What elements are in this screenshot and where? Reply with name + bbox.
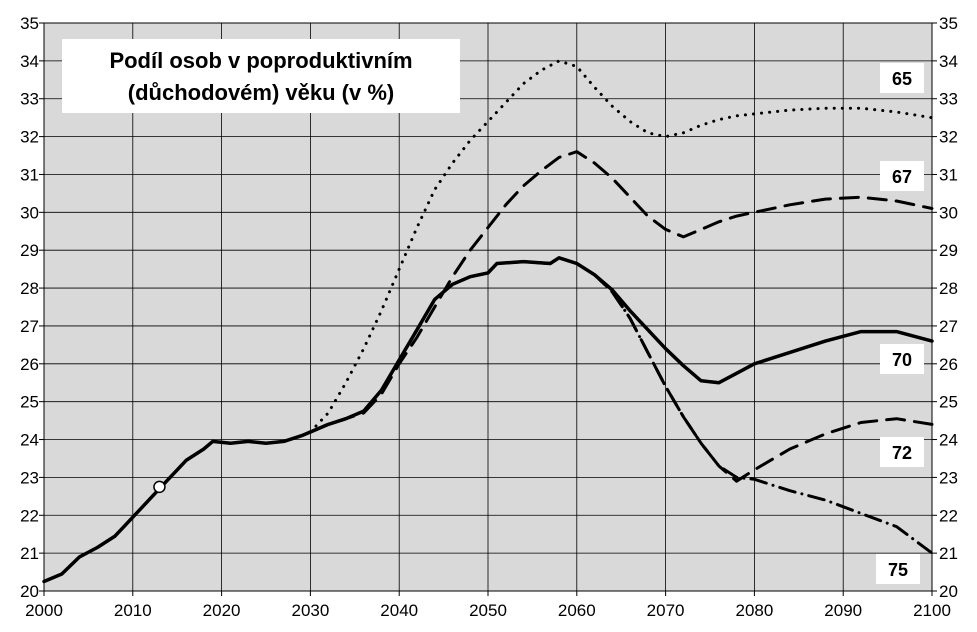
label-box-70 (880, 344, 924, 374)
y-tick-right-24: 24 (939, 431, 958, 450)
y-tick-right-30: 30 (939, 203, 958, 222)
y-tick-left-26: 26 (20, 355, 39, 374)
y-tick-right-33: 33 (939, 90, 958, 109)
y-tick-right-26: 26 (939, 355, 958, 374)
x-tick-2010: 2010 (114, 601, 152, 620)
label-box-67 (880, 161, 924, 191)
y-tick-left-31: 31 (20, 165, 39, 184)
x-tick-2090: 2090 (824, 601, 862, 620)
series-line-67 (308, 150, 934, 434)
y-tick-right-23: 23 (939, 468, 958, 487)
x-tick-2030: 2030 (291, 601, 329, 620)
title-box (62, 39, 460, 113)
x-tick-2020: 2020 (203, 601, 241, 620)
y-tick-left-22: 22 (20, 506, 39, 525)
series-label-67: 67 (892, 167, 912, 187)
gridlines (39, 22, 937, 596)
y-tick-right-20: 20 (939, 582, 958, 601)
y-tick-right-34: 34 (939, 52, 958, 71)
y-tick-right-35: 35 (939, 14, 958, 33)
x-tick-2070: 2070 (647, 601, 685, 620)
y-tick-left-21: 21 (20, 544, 39, 563)
x-tick-2060: 2060 (558, 601, 596, 620)
y-tick-left-30: 30 (20, 203, 39, 222)
x-tick-2040: 2040 (380, 601, 418, 620)
y-tick-left-27: 27 (20, 317, 39, 336)
label-box-72 (880, 437, 924, 467)
series-label-72: 72 (892, 443, 912, 463)
x-tick-2100: 2100 (913, 601, 951, 620)
y-tick-right-27: 27 (939, 317, 958, 336)
label-box-75 (876, 554, 920, 584)
series-line-65 (308, 59, 934, 434)
y-tick-left-20: 20 (20, 582, 39, 601)
y-tick-right-25: 25 (939, 393, 958, 412)
label-box-65 (880, 63, 924, 93)
y-tick-left-25: 25 (20, 393, 39, 412)
y-tick-left-34: 34 (20, 52, 39, 71)
title-line-2: (důchodovém) věku (v %) (128, 80, 394, 105)
chart-title: Podíl osob v poproduktivním (důchodovém)… (62, 39, 460, 113)
y-tick-right-31: 31 (939, 165, 958, 184)
title-line-1: Podíl osob v poproduktivním (109, 48, 412, 73)
series-label-65: 65 (892, 69, 912, 89)
series-label-75: 75 (888, 560, 908, 580)
y-tick-left-28: 28 (20, 279, 39, 298)
series-line-70 (308, 256, 934, 434)
x-tick-2050: 2050 (469, 601, 507, 620)
data-marker-point (153, 480, 166, 494)
series-labels: 65 67 70 72 75 (876, 63, 924, 584)
y-tick-left-33: 33 (20, 90, 39, 109)
y-tick-right-21: 21 (939, 544, 958, 563)
y-tick-right-29: 29 (939, 241, 958, 260)
y-tick-right-32: 32 (939, 128, 958, 147)
y-tick-left-29: 29 (20, 241, 39, 260)
y-tick-left-24: 24 (20, 431, 39, 450)
y-tick-right-28: 28 (939, 279, 958, 298)
y-tick-left-32: 32 (20, 128, 39, 147)
x-tick-2000: 2000 (25, 601, 63, 620)
x-tick-2080: 2080 (735, 601, 773, 620)
y-tick-left-23: 23 (20, 468, 39, 487)
y-tick-right-22: 22 (939, 506, 958, 525)
y-tick-left-35: 35 (20, 14, 39, 33)
series-lines (42, 59, 934, 584)
historical-line (42, 430, 313, 584)
series-label-70: 70 (892, 350, 912, 370)
